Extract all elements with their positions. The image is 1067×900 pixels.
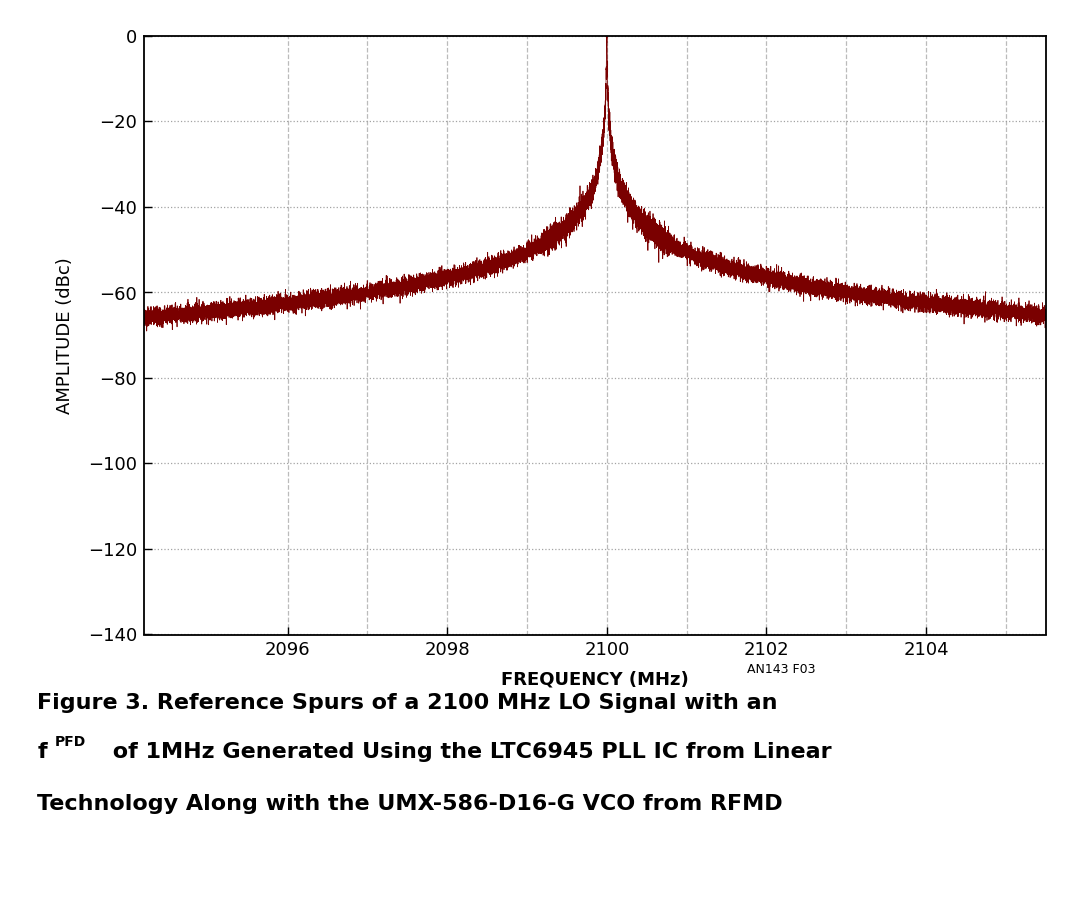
Text: AN143 F03: AN143 F03 (747, 663, 815, 676)
Y-axis label: AMPLITUDE (dBc): AMPLITUDE (dBc) (55, 256, 74, 414)
Text: of 1MHz Generated Using the LTC6945 PLL IC from Linear: of 1MHz Generated Using the LTC6945 PLL … (105, 742, 831, 762)
X-axis label: FREQUENCY (MHz): FREQUENCY (MHz) (501, 670, 688, 688)
Text: PFD: PFD (54, 735, 85, 750)
Text: Figure 3. Reference Spurs of a 2100 MHz LO Signal with an: Figure 3. Reference Spurs of a 2100 MHz … (37, 693, 778, 713)
Text: f: f (37, 742, 47, 762)
Text: Technology Along with the UMX-586-D16-G VCO from RFMD: Technology Along with the UMX-586-D16-G … (37, 794, 783, 814)
